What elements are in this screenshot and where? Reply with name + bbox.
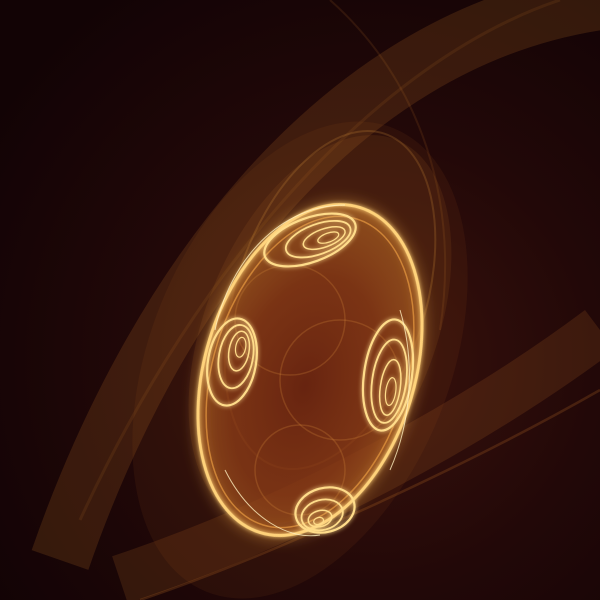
spiral-swirls bbox=[206, 212, 415, 534]
inner-circles bbox=[234, 264, 401, 516]
veil-arc bbox=[31, 0, 600, 570]
veil-arc bbox=[78, 0, 561, 521]
inner-circle bbox=[234, 264, 346, 376]
swirl-left bbox=[206, 317, 258, 407]
swirl-bottom bbox=[294, 486, 356, 534]
veil-arc bbox=[329, 0, 446, 331]
rim-thread bbox=[389, 309, 410, 471]
inner-circle bbox=[254, 424, 346, 516]
rim-thread bbox=[214, 204, 346, 331]
egg-rim bbox=[196, 203, 424, 537]
egg-fill bbox=[197, 204, 423, 536]
veil-arc bbox=[139, 388, 600, 600]
rim-thread bbox=[224, 469, 321, 537]
rim-threads bbox=[214, 204, 410, 537]
swirl-right bbox=[361, 318, 415, 432]
inner-circle bbox=[279, 319, 401, 441]
